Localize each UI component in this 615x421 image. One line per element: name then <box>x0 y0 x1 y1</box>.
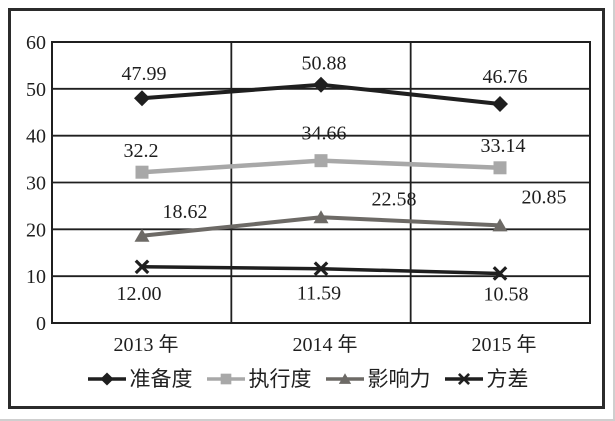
x-marker-icon <box>313 261 329 277</box>
x-axis-label: 2014 年 <box>293 333 358 356</box>
data-label: 46.76 <box>483 66 528 88</box>
data-label: 22.58 <box>372 188 417 210</box>
triangle-marker-icon <box>338 373 351 384</box>
legend-item-fangcha: 方差 <box>444 366 529 391</box>
square-marker-icon <box>220 373 231 385</box>
y-axis-tick-label: 50 <box>26 79 46 101</box>
diamond-marker-icon <box>87 371 127 387</box>
legend-item-yingxiangli: 影响力 <box>325 366 431 391</box>
data-label: 33.14 <box>481 135 526 157</box>
legend: 准备度 执行度 影响力 方差 <box>0 365 615 393</box>
diamond-marker-icon <box>313 76 329 93</box>
square-marker-icon <box>135 165 149 179</box>
triangle-marker-icon <box>492 218 508 232</box>
legend-label: 准备度 <box>129 366 193 391</box>
data-label: 32.2 <box>124 140 159 162</box>
diamond-marker-icon <box>99 372 114 386</box>
data-label: 11.59 <box>297 283 341 305</box>
triangle-marker-icon <box>134 228 150 242</box>
data-label: 12.00 <box>117 283 162 305</box>
x-marker-icon <box>492 266 508 281</box>
x-axis-label: 2015 年 <box>472 333 537 356</box>
data-label: 47.99 <box>122 63 167 85</box>
square-marker-icon <box>314 154 328 168</box>
x-marker-icon <box>457 372 470 386</box>
legend-item-zhunbeidu: 准备度 <box>87 366 193 391</box>
triangle-marker-icon <box>325 371 365 387</box>
y-axis-tick-label: 20 <box>26 219 46 241</box>
data-label: 34.66 <box>302 123 347 145</box>
x-marker-icon <box>134 259 150 275</box>
legend-item-zhixingdu: 执行度 <box>206 366 312 391</box>
y-axis-tick-label: 60 <box>26 32 46 54</box>
chart-outer-frame <box>8 8 605 409</box>
legend-label: 执行度 <box>248 366 312 391</box>
square-marker-icon <box>493 161 507 175</box>
data-label: 10.58 <box>484 283 529 305</box>
y-axis-tick-label: 0 <box>36 313 46 335</box>
diamond-marker-icon <box>492 96 508 113</box>
y-axis-tick-label: 30 <box>26 173 46 195</box>
plot-border <box>51 41 591 324</box>
square-marker-icon <box>206 371 246 387</box>
triangle-marker-icon <box>313 210 329 224</box>
x-axis-label: 2013 年 <box>114 333 179 356</box>
legend-label: 影响力 <box>367 366 431 391</box>
y-axis-tick-label: 10 <box>26 266 46 288</box>
legend-label: 方差 <box>486 366 529 391</box>
diamond-marker-icon <box>134 90 150 107</box>
y-axis-tick-label: 40 <box>26 126 46 148</box>
data-label: 20.85 <box>522 186 567 208</box>
data-label: 50.88 <box>302 53 347 75</box>
x-marker-icon <box>444 371 484 387</box>
data-label: 18.62 <box>163 201 208 223</box>
